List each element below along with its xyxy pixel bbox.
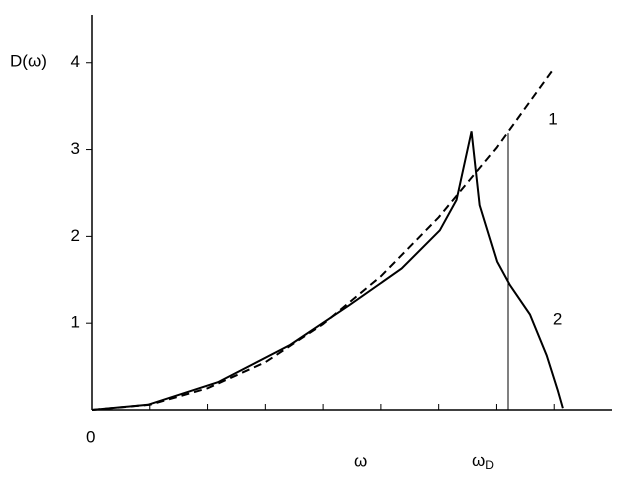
y-tick-label: 3: [71, 139, 80, 158]
origin-label: 0: [86, 427, 95, 446]
y-axis-label: D(ω): [10, 51, 47, 70]
series-label: 2: [553, 310, 562, 329]
marker-symbol: ω: [472, 451, 485, 470]
y-tick-label: 4: [71, 52, 80, 71]
marker-label: ωD: [472, 451, 494, 472]
marker-subscript: D: [485, 458, 494, 472]
x-axis-label: ω: [354, 451, 367, 470]
y-tick-label: 2: [71, 226, 80, 245]
series-line: [91, 131, 564, 411]
series-label: 1: [548, 109, 557, 128]
series-line: [91, 67, 556, 411]
y-tick-label: 1: [71, 313, 80, 332]
